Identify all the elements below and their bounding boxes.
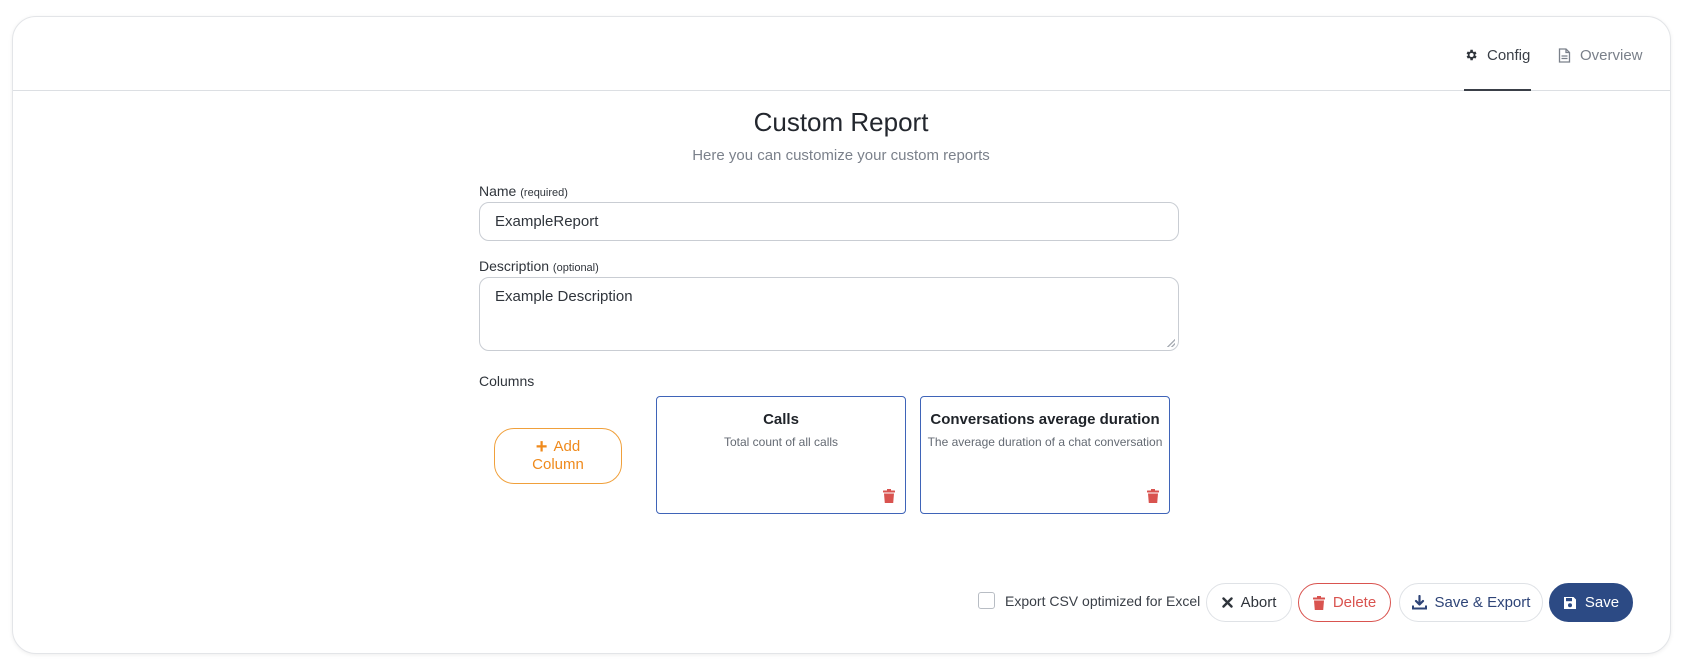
name-label-text: Name xyxy=(479,183,517,199)
tab-config[interactable]: Config xyxy=(1464,44,1530,66)
export-csv-label: Export CSV optimized for Excel xyxy=(1005,592,1201,609)
save-and-export-label: Save & Export xyxy=(1434,594,1531,611)
export-csv-option: Export CSV optimized for Excel xyxy=(978,592,1200,609)
abort-button[interactable]: Abort xyxy=(1206,583,1292,622)
delete-label: Delete xyxy=(1332,594,1377,611)
gear-icon xyxy=(1466,49,1477,61)
columns-label: Columns xyxy=(479,373,535,389)
description-optional-hint: (optional) xyxy=(552,262,599,274)
tab-config-label: Config xyxy=(1487,46,1531,64)
plus-icon: + xyxy=(535,436,548,458)
add-column-button[interactable]: + Add Column xyxy=(494,428,622,484)
description-textarea-value: Example Description xyxy=(495,288,633,305)
resize-handle-icon[interactable] xyxy=(1167,339,1175,347)
column-title: Calls xyxy=(763,411,799,428)
add-column-label-line2: Column xyxy=(532,456,584,473)
document-icon xyxy=(1558,47,1571,63)
active-tab-indicator xyxy=(1464,89,1531,91)
delete-button[interactable]: Delete xyxy=(1298,583,1391,622)
abort-label: Abort xyxy=(1240,594,1277,611)
name-required-hint: (required) xyxy=(520,187,568,199)
name-input-value: ExampleReport xyxy=(495,213,599,230)
description-textarea[interactable]: Example Description xyxy=(479,277,1179,351)
name-input[interactable]: ExampleReport xyxy=(479,202,1179,241)
trash-icon xyxy=(1312,595,1325,610)
column-description: Total count of all calls xyxy=(723,435,839,449)
page-subtitle: Here you can customize your custom repor… xyxy=(692,147,990,164)
trash-icon[interactable] xyxy=(1147,489,1159,503)
download-icon xyxy=(1411,595,1427,610)
save-button[interactable]: Save xyxy=(1549,583,1633,622)
trash-icon[interactable] xyxy=(883,489,895,503)
top-tab-bar: Config Overview xyxy=(13,17,1670,91)
description-label: Description (optional) xyxy=(479,258,599,274)
column-description: The average duration of a chat conversat… xyxy=(927,435,1163,449)
name-label: Name (required) xyxy=(479,183,568,199)
save-label: Save xyxy=(1584,594,1620,611)
floppy-disk-icon xyxy=(1563,596,1576,609)
page-title: Custom Report xyxy=(753,107,929,137)
save-and-export-button[interactable]: Save & Export xyxy=(1399,583,1543,622)
add-column-label-line1: Add xyxy=(553,438,581,455)
close-icon xyxy=(1221,597,1233,608)
tab-overview[interactable]: Overview xyxy=(1558,44,1643,66)
column-card-calls[interactable]: Calls Total count of all calls xyxy=(656,396,906,514)
column-title: Conversations average duration xyxy=(930,411,1160,428)
column-card-conversations-average-duration[interactable]: Conversations average duration The avera… xyxy=(920,396,1170,514)
export-csv-checkbox[interactable] xyxy=(978,592,995,609)
tab-overview-label: Overview xyxy=(1580,46,1643,64)
description-label-text: Description xyxy=(479,258,550,274)
